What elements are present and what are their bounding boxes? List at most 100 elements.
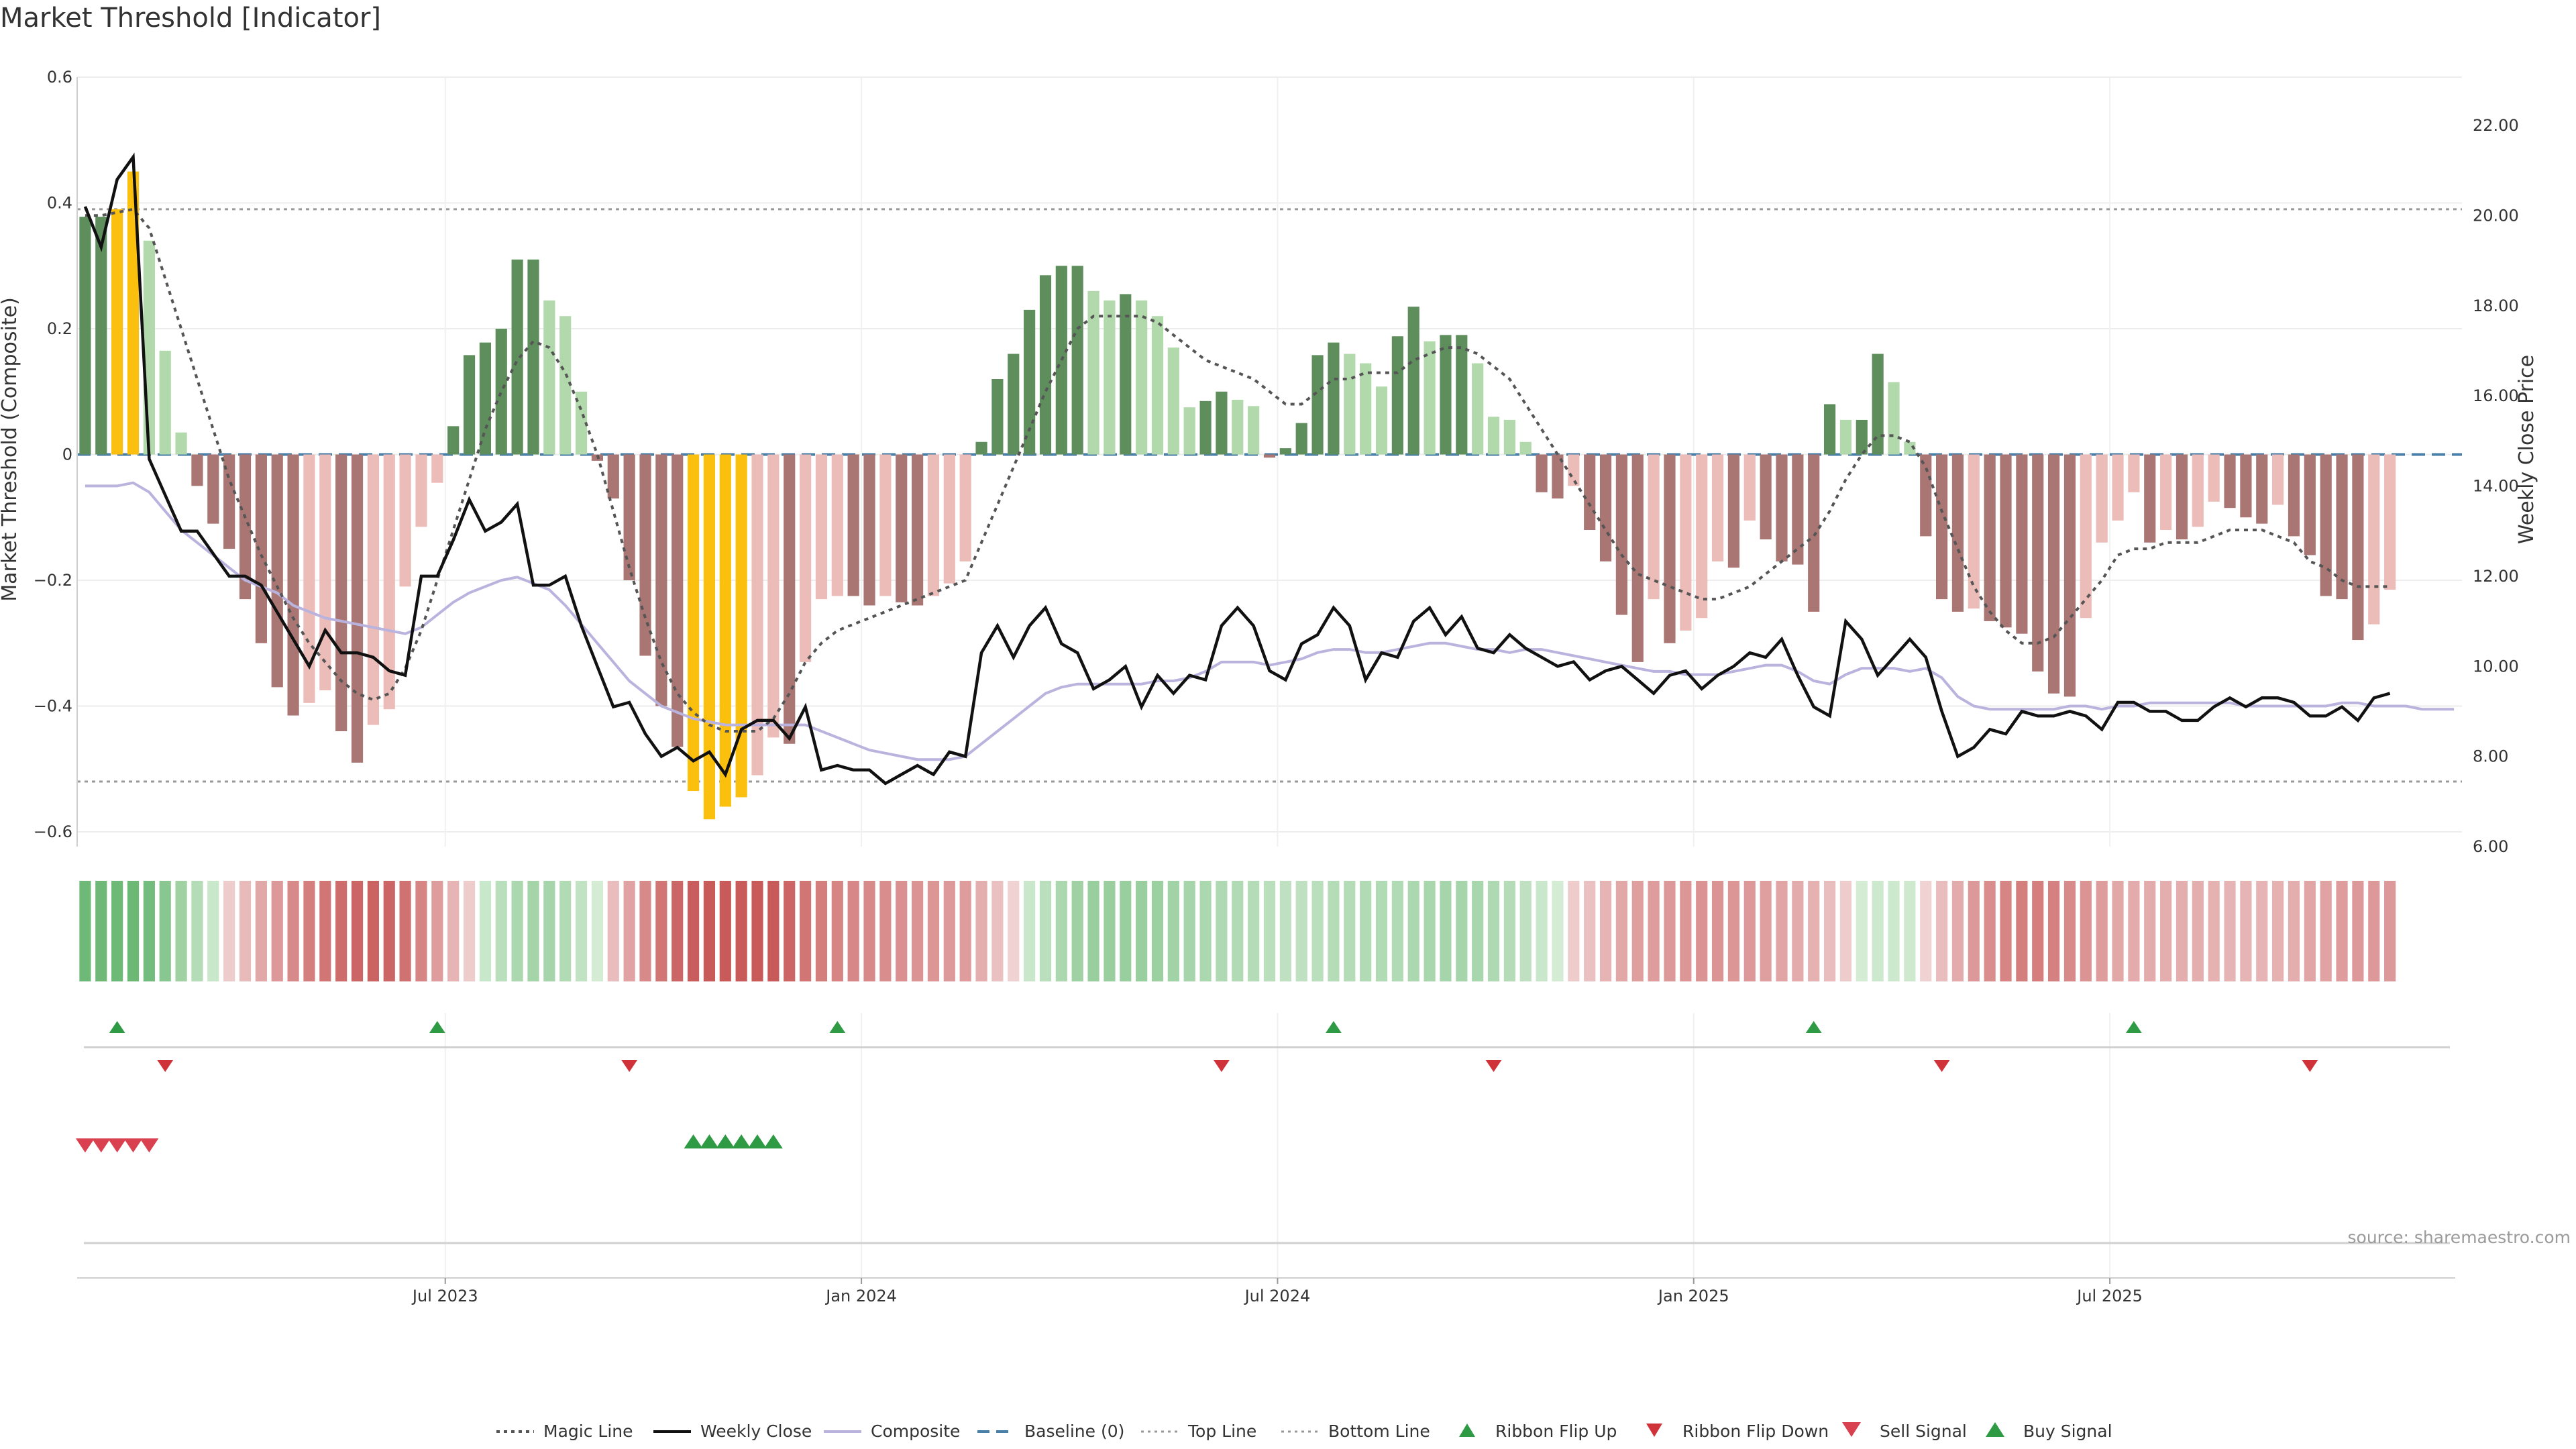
composite-bar xyxy=(1167,347,1179,455)
composite-bar xyxy=(1696,454,1708,619)
ribbon-cell xyxy=(1776,881,1788,981)
composite-bar xyxy=(1935,454,1948,600)
left-y-tick-label: −0.4 xyxy=(34,697,72,716)
ribbon-cell xyxy=(2080,881,2092,981)
left-y-tick-label: 0.4 xyxy=(47,194,72,213)
legend-item-flipdown: Ribbon Flip Down xyxy=(1646,1421,1829,1441)
ribbon-cell xyxy=(111,881,123,981)
ribbon-cell xyxy=(1487,881,1500,981)
composite-bar xyxy=(1776,454,1788,561)
composite-bar xyxy=(831,454,843,596)
ribbon-cell xyxy=(815,881,828,981)
series-lines xyxy=(83,152,2455,786)
ribbon-cell xyxy=(319,881,331,981)
composite-bar xyxy=(1599,454,1612,561)
source-note: source: sharemaestro.com xyxy=(2348,1228,2571,1247)
ribbon-cell xyxy=(175,881,187,981)
sell-signal-marker xyxy=(123,1138,143,1152)
composite-bar xyxy=(1711,454,1724,561)
composite-bar xyxy=(2016,454,2028,634)
ribbon-cell xyxy=(1375,881,1388,981)
composite-bar xyxy=(95,217,107,455)
ribbon-cell xyxy=(2208,881,2220,981)
ribbon-cell xyxy=(1696,881,1708,981)
x-tick-label: Jul 2025 xyxy=(2076,1287,2143,1305)
composite-bar xyxy=(2288,454,2300,537)
legend-label-top: Top Line xyxy=(1187,1421,1256,1441)
composite-bar xyxy=(2320,454,2332,596)
ribbon-cell xyxy=(1664,881,1676,981)
composite-bar xyxy=(2032,454,2044,672)
composite-bar xyxy=(2128,454,2140,492)
composite-bar xyxy=(1216,391,1228,455)
composite-bar xyxy=(383,454,395,710)
composite-bar xyxy=(1055,266,1067,455)
legend-label-buy: Buy Signal xyxy=(2023,1421,2112,1441)
legend: Magic Line Weekly Close Composite Baseline … xyxy=(496,1421,2112,1441)
right-y-tick-label: 16.00 xyxy=(2473,386,2519,405)
ribbon-cell xyxy=(879,881,892,981)
ribbon-cell xyxy=(1599,881,1612,981)
composite-bar xyxy=(511,259,523,455)
composite-bar xyxy=(1552,454,1564,499)
composite-bar xyxy=(239,454,252,600)
composite-bar xyxy=(959,454,971,561)
ribbon-cell xyxy=(1711,881,1724,981)
ribbon-cell xyxy=(2272,881,2284,981)
composite-bar xyxy=(991,379,1004,455)
ribbon-flip-up-marker xyxy=(1325,1021,1342,1033)
composite-bar xyxy=(1279,448,1291,455)
ribbon-cell xyxy=(1039,881,1052,981)
ribbon-flip-down-marker xyxy=(1485,1060,1502,1072)
sell-signal-marker xyxy=(75,1138,95,1152)
composite-bar xyxy=(1615,454,1627,615)
composite-bar xyxy=(319,454,331,691)
composite-bar xyxy=(2000,454,2012,628)
legend-swatch-buy xyxy=(1986,1422,2004,1437)
composite-bar xyxy=(2240,454,2252,518)
ribbon-cell xyxy=(191,881,203,981)
composite-bar xyxy=(1039,275,1052,455)
ribbon-cell xyxy=(863,881,875,981)
composite-bar xyxy=(2063,454,2076,697)
buy-signal-marker xyxy=(700,1134,719,1148)
composite-bar xyxy=(1407,307,1419,455)
ribbon-cell xyxy=(255,881,267,981)
composite-bar xyxy=(847,454,859,596)
ribbon-cell xyxy=(847,881,859,981)
ribbon-flip-up-marker xyxy=(429,1021,445,1033)
composite-bar xyxy=(1087,290,1099,455)
composite-bar xyxy=(79,217,91,455)
composite-bar xyxy=(943,454,955,584)
ribbon-cell xyxy=(2176,881,2188,981)
composite-bar xyxy=(2160,454,2172,530)
buy-signal-marker xyxy=(684,1134,703,1148)
composite-bar xyxy=(1360,363,1372,455)
composite-bars xyxy=(79,171,2396,820)
ribbon-cell xyxy=(335,881,347,981)
composite-bar xyxy=(1263,454,1276,458)
composite-bar xyxy=(2368,454,2380,625)
composite-bar xyxy=(655,454,667,706)
composite-bar xyxy=(1568,454,1580,486)
ribbon-cell xyxy=(207,881,219,981)
ribbon-flip-down-marker xyxy=(2302,1060,2318,1072)
ribbon-cell xyxy=(1120,881,1132,981)
ribbon-cell xyxy=(1920,881,1932,981)
ribbon-cell xyxy=(447,881,460,981)
composite-bar xyxy=(607,454,619,499)
right-y-axis: 22.00 20.00 18.00 16.00 14.00 12.00 10.00 8.00 6… xyxy=(2473,116,2519,856)
composite-bar xyxy=(2096,454,2108,543)
composite-bar xyxy=(207,454,219,524)
composite-bar xyxy=(799,454,812,662)
ribbon-flip-down-marker xyxy=(1933,1060,1950,1072)
ribbon-cell xyxy=(1407,881,1419,981)
ribbon-cell xyxy=(127,881,140,981)
composite-bar xyxy=(527,259,539,455)
ribbon-flip-down-marker xyxy=(1213,1060,1230,1072)
legend-item-baseline: Baseline (0) xyxy=(977,1421,1124,1441)
ribbon-cell xyxy=(831,881,843,981)
composite-bar xyxy=(2112,454,2124,521)
ribbon-cell xyxy=(383,881,395,981)
